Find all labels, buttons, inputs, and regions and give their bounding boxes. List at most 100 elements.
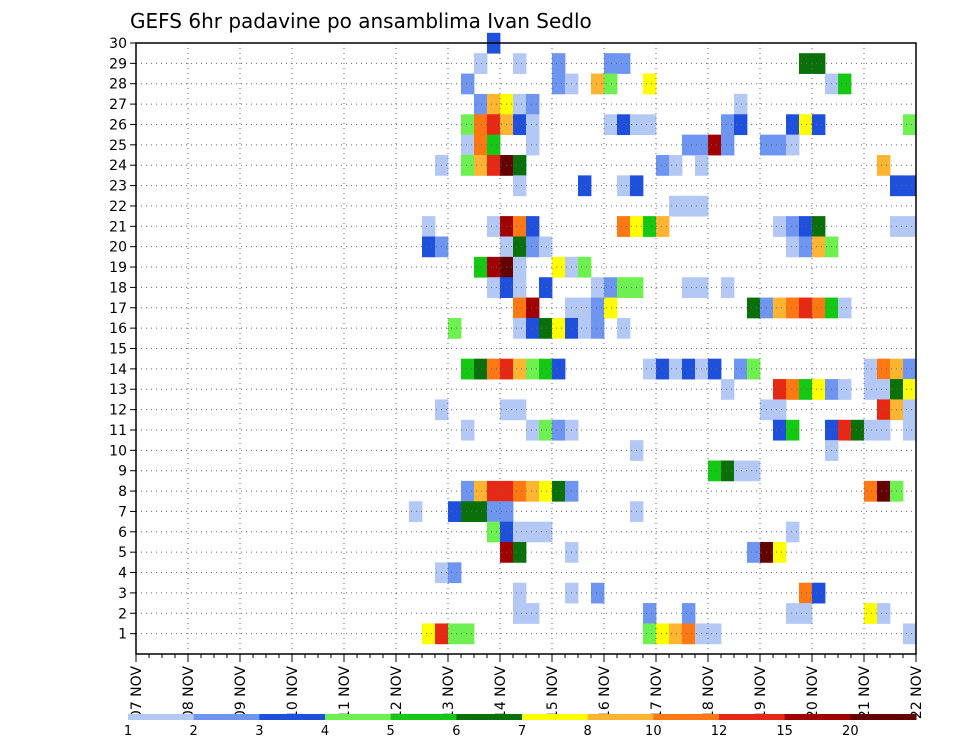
heatmap-cell-108 bbox=[682, 277, 696, 298]
colorbar-label-1: 2 bbox=[190, 724, 198, 739]
heatmap-cell-139 bbox=[526, 358, 540, 380]
colorbar-label-9: 12 bbox=[711, 724, 728, 739]
heatmap-cell-111 bbox=[513, 297, 527, 319]
heatmap-cell-145 bbox=[682, 358, 696, 380]
heatmap-cell-116 bbox=[604, 297, 618, 319]
heatmap-cell-99 bbox=[578, 256, 592, 278]
colorbar: 1 2 3 4 5 6 7 8 10 12 15 20 bbox=[124, 714, 917, 739]
heatmap-cell-86 bbox=[513, 236, 527, 258]
heatmap-cell-216 bbox=[786, 521, 800, 543]
heatmap-cell-9 bbox=[552, 73, 566, 95]
heatmap-cell-115 bbox=[591, 297, 605, 319]
heatmap-cell-132 bbox=[591, 317, 605, 339]
colorbar-swatch-9 bbox=[719, 714, 786, 720]
colorbar-swatch-1 bbox=[193, 714, 260, 720]
colorbar-swatch-6 bbox=[522, 714, 589, 720]
heatmap-cell-77 bbox=[773, 216, 787, 237]
y-tick-label-17: 18 bbox=[109, 280, 127, 296]
heatmap-cell-213 bbox=[513, 521, 527, 543]
heatmap-cell-148 bbox=[734, 358, 748, 380]
heatmap-cell-156 bbox=[786, 379, 800, 400]
axis-layer: 1234567891011121314151617181920212223242… bbox=[109, 36, 925, 719]
heatmap-cell-6 bbox=[799, 53, 813, 74]
x-tick-label-0: 07 NOV bbox=[129, 666, 145, 720]
heatmap-cell-154 bbox=[721, 379, 735, 400]
heatmap-cell-41 bbox=[526, 134, 540, 156]
heatmap-cell-167 bbox=[513, 399, 527, 421]
heatmap-cell-52 bbox=[487, 155, 501, 176]
heatmap-cell-2 bbox=[513, 53, 527, 74]
heatmap-cell-235 bbox=[799, 603, 813, 624]
heatmap-cell-161 bbox=[864, 379, 878, 400]
heatmap-cell-16 bbox=[474, 93, 488, 115]
heatmap-cell-185 bbox=[903, 419, 917, 441]
heatmap-cell-51 bbox=[474, 155, 488, 176]
x-tick-label-1: 08 NOV bbox=[181, 666, 197, 720]
heatmap-cell-169 bbox=[773, 399, 787, 421]
heatmap-cell-202 bbox=[877, 480, 891, 502]
heatmap-cell-153 bbox=[903, 358, 917, 380]
heatmap-cell-27 bbox=[526, 114, 540, 136]
heatmap-cell-69 bbox=[487, 216, 501, 237]
heatmap-cell-97 bbox=[552, 256, 566, 278]
heatmap-cell-20 bbox=[526, 93, 540, 115]
heatmap-cell-39 bbox=[474, 134, 488, 156]
heatmap-cell-17 bbox=[487, 93, 501, 115]
colorbar-swatch-7 bbox=[587, 714, 654, 720]
y-tick-label-11: 12 bbox=[109, 403, 127, 419]
heatmap-cell-37 bbox=[903, 114, 917, 136]
heatmap-cell-93 bbox=[474, 256, 488, 278]
colorbar-swatch-2 bbox=[259, 714, 326, 720]
heatmap-cell-47 bbox=[773, 134, 787, 156]
heatmap-cell-136 bbox=[487, 358, 501, 380]
heatmap-cell-170 bbox=[877, 399, 891, 421]
y-tick-label-26: 27 bbox=[109, 97, 127, 113]
heatmap-cell-119 bbox=[773, 297, 787, 319]
heatmap-cell-73 bbox=[617, 216, 631, 237]
heatmap-cell-94 bbox=[487, 256, 501, 278]
heatmap-cell-211 bbox=[487, 521, 501, 543]
x-tick-label-8: 15 NOV bbox=[545, 666, 561, 720]
heatmap-cell-56 bbox=[669, 155, 683, 176]
heatmap-cell-176 bbox=[552, 419, 566, 441]
heatmap-cell-227 bbox=[591, 582, 605, 604]
y-tick-label-29: 30 bbox=[109, 36, 127, 52]
y-tick-label-21: 22 bbox=[109, 199, 127, 215]
heatmap-cell-5 bbox=[617, 53, 631, 74]
colorbar-label-3: 4 bbox=[321, 724, 329, 739]
heatmap-cell-144 bbox=[669, 358, 683, 380]
y-tick-label-7: 8 bbox=[118, 484, 127, 500]
y-tick-label-5: 6 bbox=[118, 525, 127, 541]
heatmap-cell-199 bbox=[552, 480, 566, 502]
heatmap-cell-140 bbox=[539, 358, 553, 380]
heatmap-cell-42 bbox=[682, 134, 696, 156]
heatmap-cell-87 bbox=[526, 236, 540, 258]
heatmap-cell-122 bbox=[812, 297, 826, 319]
heatmap-cell-197 bbox=[526, 480, 540, 502]
heatmap-cell-147 bbox=[708, 358, 722, 380]
heatmap-cell-29 bbox=[617, 114, 631, 136]
heatmap-cell-141 bbox=[552, 358, 566, 380]
heatmap-cell-54 bbox=[513, 155, 527, 176]
y-tick-label-12: 13 bbox=[109, 382, 127, 398]
y-tick-label-3: 4 bbox=[118, 566, 127, 582]
heatmap-cell-24 bbox=[487, 114, 501, 136]
heatmap-cell-1 bbox=[474, 53, 488, 74]
heatmap-cell-40 bbox=[487, 134, 501, 156]
y-tick-label-1: 2 bbox=[118, 606, 127, 622]
heatmap-cell-142 bbox=[643, 358, 657, 380]
heatmap-cell-121 bbox=[799, 297, 813, 319]
heatmap-cell-237 bbox=[877, 603, 891, 624]
colorbar-swatch-5 bbox=[456, 714, 523, 720]
heatmap-cell-164 bbox=[903, 379, 917, 400]
heatmap-cell-220 bbox=[747, 541, 761, 563]
heatmap-cell-248 bbox=[903, 623, 917, 645]
heatmap-cell-55 bbox=[656, 155, 670, 176]
colorbar-swatch-11 bbox=[850, 714, 917, 720]
heatmap-cell-91 bbox=[812, 236, 826, 258]
heatmap-cell-78 bbox=[786, 216, 800, 237]
x-tick-label-11: 18 NOV bbox=[701, 666, 717, 720]
heatmap-cell-198 bbox=[539, 480, 553, 502]
heatmap-cell-112 bbox=[526, 297, 540, 319]
